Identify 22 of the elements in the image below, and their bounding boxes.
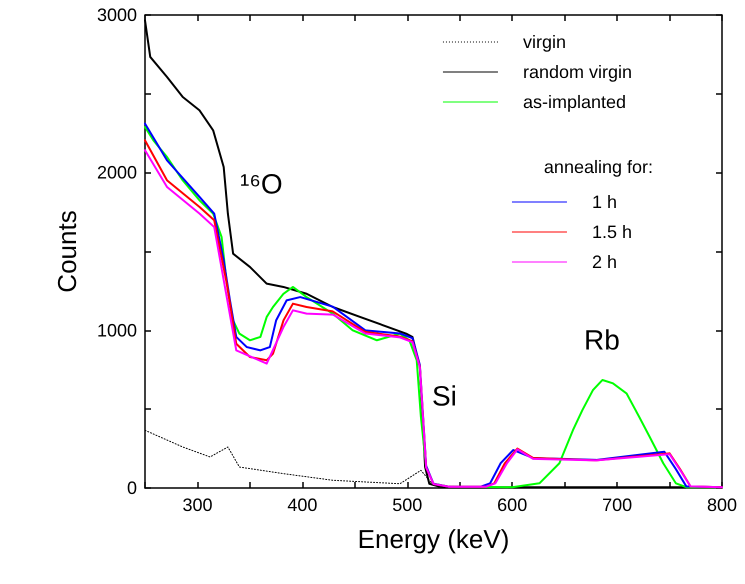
- y-tick-label: 0: [126, 478, 137, 498]
- legend-label: virgin: [522, 32, 566, 52]
- x-tick-label: 600: [497, 495, 528, 515]
- y-axis-title: Counts: [52, 210, 82, 293]
- legend-label: 1.5 h: [592, 222, 632, 242]
- legend-label: as-implanted: [522, 92, 626, 112]
- legend-title: annealing for:: [544, 157, 654, 177]
- x-tick-label: 700: [602, 495, 632, 515]
- x-axis-title: Energy (keV): [358, 524, 510, 554]
- x-tick-label: 800: [706, 495, 738, 515]
- y-tick-label: 3000: [96, 5, 137, 25]
- y-tick-label: 1000: [96, 320, 137, 340]
- legend-label: random virgin: [522, 62, 632, 82]
- x-tick-label: 300: [182, 495, 212, 515]
- legend-label: 2 h: [592, 252, 617, 272]
- annotation: Si: [432, 380, 457, 412]
- x-tick-label: 400: [287, 495, 318, 515]
- y-tick-label: 2000: [96, 162, 137, 183]
- legend-label: 1 h: [592, 192, 617, 212]
- annotation: ¹⁶O: [240, 168, 283, 200]
- annotation: Rb: [584, 324, 620, 356]
- x-tick-label: 500: [392, 495, 422, 515]
